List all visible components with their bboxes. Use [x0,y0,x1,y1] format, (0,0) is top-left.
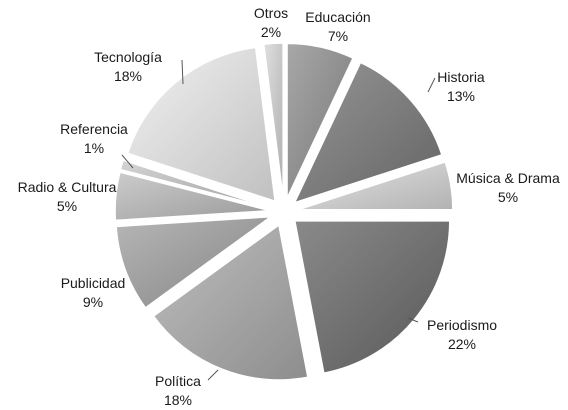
slice-label-musica-and-drama: Música & Drama 5% [456,170,560,205]
slice-label-educacion: Educación 7% [305,9,370,44]
slice-value-publicidad: 9% [83,294,103,310]
pie-slice-radio-and-cultura [114,171,271,222]
slice-name-tecnologia: Tecnología [94,49,162,65]
slice-name-radio-and-cultura: Radio & Cultura [18,179,117,195]
slice-value-educacion: 7% [328,28,348,44]
slice-value-periodismo: 22% [448,336,476,352]
slice-value-referencia: 1% [84,140,104,156]
pie-slice-musica-and-drama [297,160,454,211]
slice-value-otros: 2% [261,24,281,40]
pie-slice-historia [293,61,443,204]
slice-name-historia: Historia [437,69,485,85]
slice-label-tecnologia: Tecnología 18% [94,49,162,84]
slice-name-politica: Política [155,373,201,389]
slice-value-radio-and-cultura: 5% [57,198,77,214]
pie-slice-publicidad [115,215,274,309]
leader-line-historia [427,77,436,93]
slice-label-periodismo: Periodismo 22% [427,317,497,352]
slice-name-referencia: Referencia [60,121,128,137]
slice-name-musica-and-drama: Música & Drama [456,170,560,186]
leaders-layer [121,59,436,381]
slices-layer [114,42,454,381]
pie-slice-tecnologia [126,46,276,203]
slice-label-otros: Otros 2% [254,5,288,40]
leader-line-periodismo [407,317,419,323]
pie-slice-educacion [286,42,355,199]
slice-name-periodismo: Periodismo [427,317,497,333]
slice-name-educacion: Educación [305,9,370,25]
slice-value-historia: 13% [447,88,475,104]
pie-slice-periodismo [293,220,451,375]
slice-name-publicidad: Publicidad [61,275,126,291]
leader-line-referencia [121,154,134,169]
slice-value-tecnologia: 18% [114,68,142,84]
pie-slice-referencia [119,159,271,209]
slice-label-publicidad: Publicidad 9% [61,275,126,310]
slice-value-musica-and-drama: 5% [498,189,518,205]
slice-label-referencia: Referencia 1% [60,121,128,156]
slice-label-historia: Historia 13% [437,69,485,104]
leader-line-politica [207,369,219,381]
slice-label-radio-and-cultura: Radio & Cultura 5% [18,179,117,214]
labels-layer: Educación 7% Historia 13% Música & Drama 5% Pe… [18,5,560,408]
pie-slice-politica [152,223,309,381]
slice-value-politica: 18% [164,392,192,408]
slice-name-otros: Otros [254,5,288,21]
slice-label-politica: Política 18% [155,373,201,408]
leader-line-tecnologia [181,59,184,85]
pie-slice-otros [262,42,284,199]
